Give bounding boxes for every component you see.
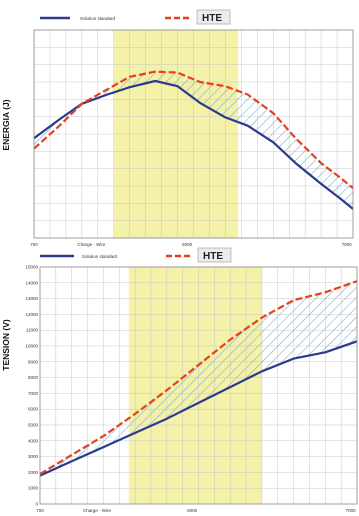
x-tick-label: 7000 (346, 508, 357, 513)
legend-hte-box (197, 247, 232, 263)
legend-label-hte: HTE (202, 13, 222, 24)
energy-plot-area: 700 Charge - Wire 5000 7000 (30, 29, 354, 247)
energy-legend: Solution standard HTE (40, 9, 231, 25)
plot-frame (39, 266, 358, 505)
y-tick-label: 14000 (25, 280, 38, 285)
y-tick-label: 7000 (28, 391, 39, 396)
legend-hte-box (196, 9, 231, 25)
energy-chart: Solution standard HTE ENERGIA (J) 700 Cha… (1, 9, 354, 247)
energy-ylabel: ENERGIA (J) (1, 99, 11, 150)
legend-label-standard: Solution standard (80, 16, 116, 21)
x-tick-label: 5000 (187, 508, 198, 513)
y-tick-label: 6000 (28, 407, 39, 412)
x-tick-label: Charge - Wire (77, 242, 106, 247)
series-line-hte (34, 70, 353, 189)
y-tick-label: 0 (35, 502, 38, 507)
y-tick-label: 1000 (28, 486, 39, 491)
y-tick-label: 9000 (28, 359, 39, 364)
y-tick-label: 12000 (25, 312, 38, 317)
y-tick-label: 13000 (25, 296, 38, 301)
tension-legend: Solution standard HTE (40, 247, 232, 263)
x-tick-label: 5000 (182, 242, 193, 247)
legend-label-standard: Solution standard (82, 254, 118, 259)
x-tick-label: 7000 (342, 242, 353, 247)
series-line-standard (34, 79, 353, 210)
tension-plot-area: 0 1000 2000 3000 4000 5000 6000 7000 8000 9000 100… (25, 265, 358, 513)
x-tick-label: Charge - Wire (83, 508, 112, 513)
difference-hatch-area (40, 281, 357, 476)
y-tick-label: 8000 (28, 375, 39, 380)
x-tick-label: 700 (30, 242, 38, 247)
y-tick-label: 2000 (28, 470, 39, 475)
x-tick-label: 700 (36, 508, 44, 513)
difference-hatch-area (34, 71, 353, 209)
legend-label-hte: HTE (203, 251, 223, 262)
y-tick-label: 5000 (28, 423, 39, 428)
y-tick-label: 11000 (26, 328, 39, 333)
plot-frame (33, 29, 354, 239)
tension-chart: Solution standard HTE TENSION (V) 0 1000 2… (1, 247, 358, 513)
y-tick-label: 10000 (25, 344, 38, 349)
series-line-hte (40, 280, 357, 475)
y-tick-label: 3000 (28, 454, 39, 459)
y-tick-label: 4000 (28, 438, 39, 443)
y-tick-label: 15000 (25, 265, 38, 270)
tension-ylabel: TENSION (V) (1, 319, 11, 371)
series-line-standard (40, 340, 357, 477)
